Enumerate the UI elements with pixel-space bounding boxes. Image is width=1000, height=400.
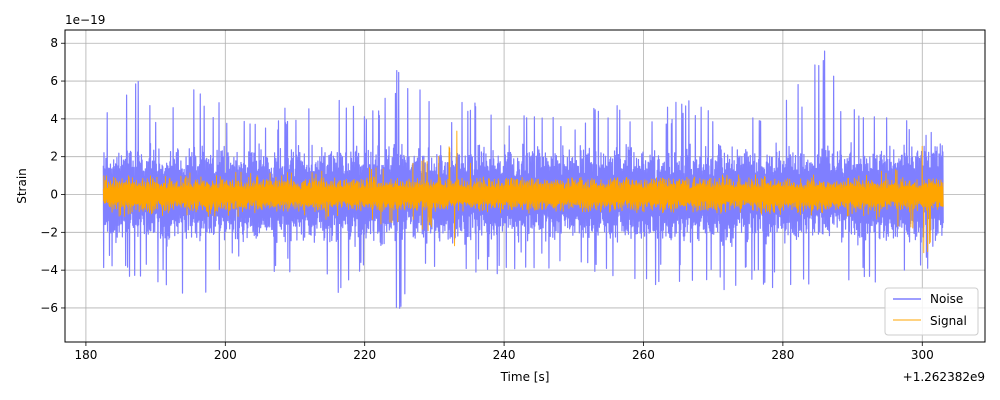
y-tick-label: −2 bbox=[40, 225, 58, 239]
y-tick-label: 8 bbox=[50, 36, 58, 50]
legend-label-signal: Signal bbox=[930, 314, 967, 328]
y-tick-label: 6 bbox=[50, 74, 58, 88]
y-tick-label: 2 bbox=[50, 150, 58, 164]
series-line-signal bbox=[102, 130, 944, 254]
y-tick-label: 0 bbox=[50, 188, 58, 202]
y-axis-title: Strain bbox=[15, 168, 29, 204]
x-axis-title: Time [s] bbox=[500, 370, 550, 384]
legend: Noise Signal bbox=[884, 287, 979, 336]
plot-frame bbox=[64, 29, 986, 343]
x-offset-label: +1.262382e9 bbox=[903, 370, 985, 384]
x-tick-label: 220 bbox=[353, 348, 376, 362]
x-tick-label: 240 bbox=[493, 348, 516, 362]
y-tick-label: 4 bbox=[50, 112, 58, 126]
y-scale-label: 1e−19 bbox=[65, 13, 105, 27]
x-tick-label: 180 bbox=[74, 348, 97, 362]
x-tick-label: 280 bbox=[771, 348, 794, 362]
x-tick-label: 200 bbox=[214, 348, 237, 362]
y-tick-label: −4 bbox=[40, 263, 58, 277]
y-tick-label: −6 bbox=[40, 301, 58, 315]
axis-ticks: 180 200 220 240 260 280 300 −6 −4 −2 0 2 4 6 8 bbox=[40, 36, 933, 362]
legend-label-noise: Noise bbox=[930, 292, 963, 306]
series-layer bbox=[102, 50, 944, 309]
x-tick-label: 300 bbox=[911, 348, 934, 362]
x-tick-label: 260 bbox=[632, 348, 655, 362]
